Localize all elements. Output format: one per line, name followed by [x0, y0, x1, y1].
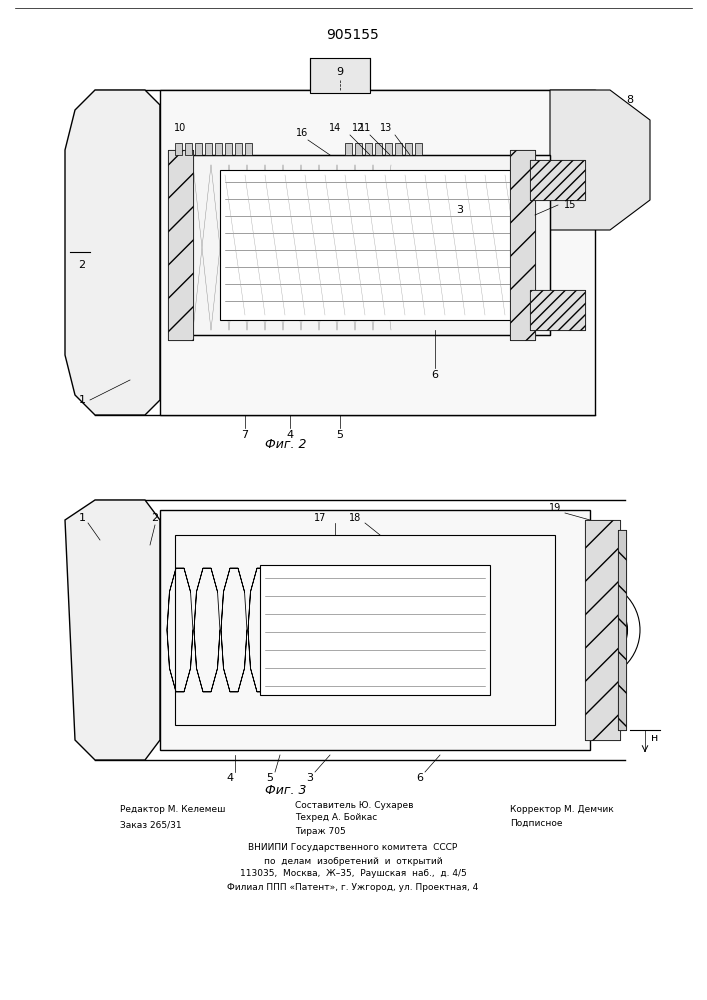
- Text: 17: 17: [314, 513, 326, 523]
- Text: Корректор М. Демчик: Корректор М. Демчик: [510, 806, 614, 814]
- Bar: [375, 143, 382, 155]
- Bar: [260, 565, 490, 695]
- Text: 12: 12: [352, 123, 364, 133]
- Text: 7: 7: [241, 430, 249, 440]
- Bar: [175, 143, 182, 155]
- Text: 6: 6: [431, 370, 438, 380]
- Bar: [345, 143, 352, 155]
- Bar: [530, 160, 585, 200]
- Text: 5: 5: [337, 430, 344, 440]
- Text: 10: 10: [174, 123, 186, 133]
- Text: Филиал ППП «Патент», г. Ужгород, ул. Проектная, 4: Филиал ППП «Патент», г. Ужгород, ул. Про…: [228, 882, 479, 892]
- Text: 3: 3: [457, 205, 464, 215]
- Text: 14: 14: [329, 123, 341, 133]
- Bar: [205, 143, 212, 155]
- Bar: [170, 155, 550, 335]
- Text: 15: 15: [563, 200, 576, 210]
- Bar: [160, 90, 595, 415]
- Text: Фиг. 3: Фиг. 3: [265, 784, 307, 796]
- Polygon shape: [550, 90, 650, 230]
- Bar: [195, 143, 202, 155]
- Text: 5: 5: [267, 773, 274, 783]
- Bar: [510, 150, 535, 340]
- Text: 6: 6: [416, 773, 423, 783]
- Bar: [415, 143, 422, 155]
- Text: Тираж 705: Тираж 705: [295, 826, 346, 836]
- Bar: [170, 155, 550, 335]
- Text: Редактор М. Келемеш: Редактор М. Келемеш: [120, 806, 226, 814]
- Text: ВНИИПИ Государственного комитета  СССР: ВНИИПИ Государственного комитета СССР: [248, 844, 457, 852]
- Text: Заказ 265/31: Заказ 265/31: [120, 820, 182, 830]
- Text: Техред А. Бойкас: Техред А. Бойкас: [295, 814, 378, 822]
- Text: 4: 4: [286, 430, 293, 440]
- Bar: [355, 143, 362, 155]
- Bar: [235, 143, 242, 155]
- Text: Составитель Ю. Сухарев: Составитель Ю. Сухарев: [295, 800, 414, 810]
- Text: 13: 13: [380, 123, 392, 133]
- Text: 11: 11: [359, 123, 371, 133]
- Bar: [215, 143, 222, 155]
- Bar: [395, 143, 402, 155]
- Bar: [585, 520, 620, 740]
- Bar: [225, 143, 232, 155]
- Polygon shape: [65, 500, 160, 760]
- Text: 8: 8: [626, 95, 633, 105]
- Text: 19: 19: [549, 503, 561, 513]
- Bar: [245, 143, 252, 155]
- Text: 3: 3: [307, 773, 313, 783]
- Text: 18: 18: [349, 513, 361, 523]
- Bar: [168, 150, 193, 340]
- Text: 1: 1: [78, 395, 86, 405]
- Bar: [385, 143, 392, 155]
- Bar: [310, 58, 370, 93]
- Bar: [585, 520, 620, 740]
- Text: 2: 2: [151, 513, 158, 523]
- Text: по  делам  изобретений  и  открытий: по делам изобретений и открытий: [264, 856, 443, 865]
- Text: 2: 2: [78, 260, 86, 270]
- Bar: [365, 143, 372, 155]
- Bar: [530, 290, 585, 330]
- Text: н: н: [651, 733, 659, 743]
- Text: Подписное: Подписное: [510, 818, 563, 828]
- Text: Фиг. 2: Фиг. 2: [265, 438, 307, 452]
- Bar: [405, 143, 412, 155]
- Polygon shape: [65, 90, 160, 415]
- Bar: [618, 530, 626, 730]
- Text: 905155: 905155: [327, 28, 380, 42]
- Text: 16: 16: [296, 128, 308, 138]
- Bar: [160, 510, 590, 750]
- Bar: [618, 530, 626, 730]
- Bar: [220, 170, 520, 320]
- Bar: [530, 160, 585, 200]
- Bar: [185, 143, 192, 155]
- Text: 4: 4: [226, 773, 233, 783]
- Bar: [175, 535, 555, 725]
- Text: 1: 1: [78, 513, 86, 523]
- Text: 9: 9: [337, 67, 344, 77]
- Bar: [168, 150, 193, 340]
- Bar: [530, 290, 585, 330]
- Text: 113035,  Москва,  Ж–35,  Раушская  наб.,  д. 4/5: 113035, Москва, Ж–35, Раушская наб., д. …: [240, 869, 467, 879]
- Bar: [510, 150, 535, 340]
